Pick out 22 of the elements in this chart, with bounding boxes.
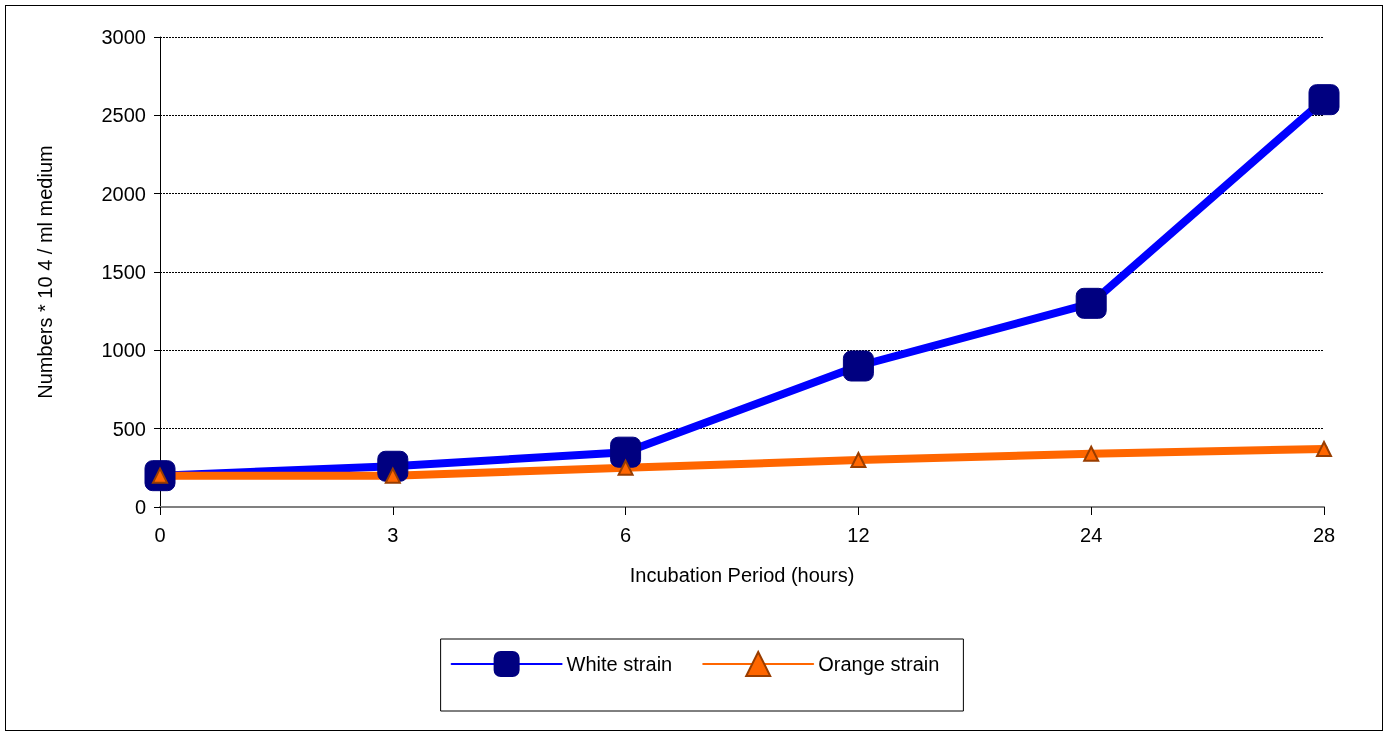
y-tick-label: 1000 — [101, 339, 146, 362]
y-tick-label: 500 — [112, 417, 146, 440]
legend-label: Orange strain — [818, 653, 940, 675]
x-tick-label: 28 — [1312, 524, 1336, 546]
x-tick-label: 12 — [847, 524, 870, 546]
y-axis-title: Numbers * 10 4 / ml medium — [34, 145, 56, 399]
y-tick-label: 2500 — [101, 104, 146, 127]
x-tick-label: 0 — [154, 524, 166, 546]
legend-label: White strain — [566, 653, 673, 675]
y-tick-label: 3000 — [101, 26, 146, 48]
point — [1083, 445, 1100, 462]
x-tick-label: 3 — [387, 524, 399, 546]
y-tick-label: 2000 — [101, 182, 146, 205]
point — [1316, 441, 1332, 458]
x-tick-label: 6 — [620, 524, 632, 546]
point — [617, 459, 634, 476]
point — [384, 467, 401, 484]
y-tick-label: 0 — [134, 496, 146, 518]
y-tick-label: 1500 — [101, 261, 146, 283]
x-axis-title: Incubation Period (hours) — [629, 564, 855, 586]
point — [850, 452, 867, 468]
x-tick-label: 24 — [1080, 524, 1103, 546]
